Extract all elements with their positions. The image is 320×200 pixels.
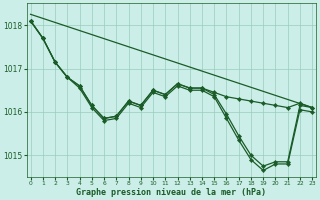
X-axis label: Graphe pression niveau de la mer (hPa): Graphe pression niveau de la mer (hPa) [76, 188, 266, 197]
